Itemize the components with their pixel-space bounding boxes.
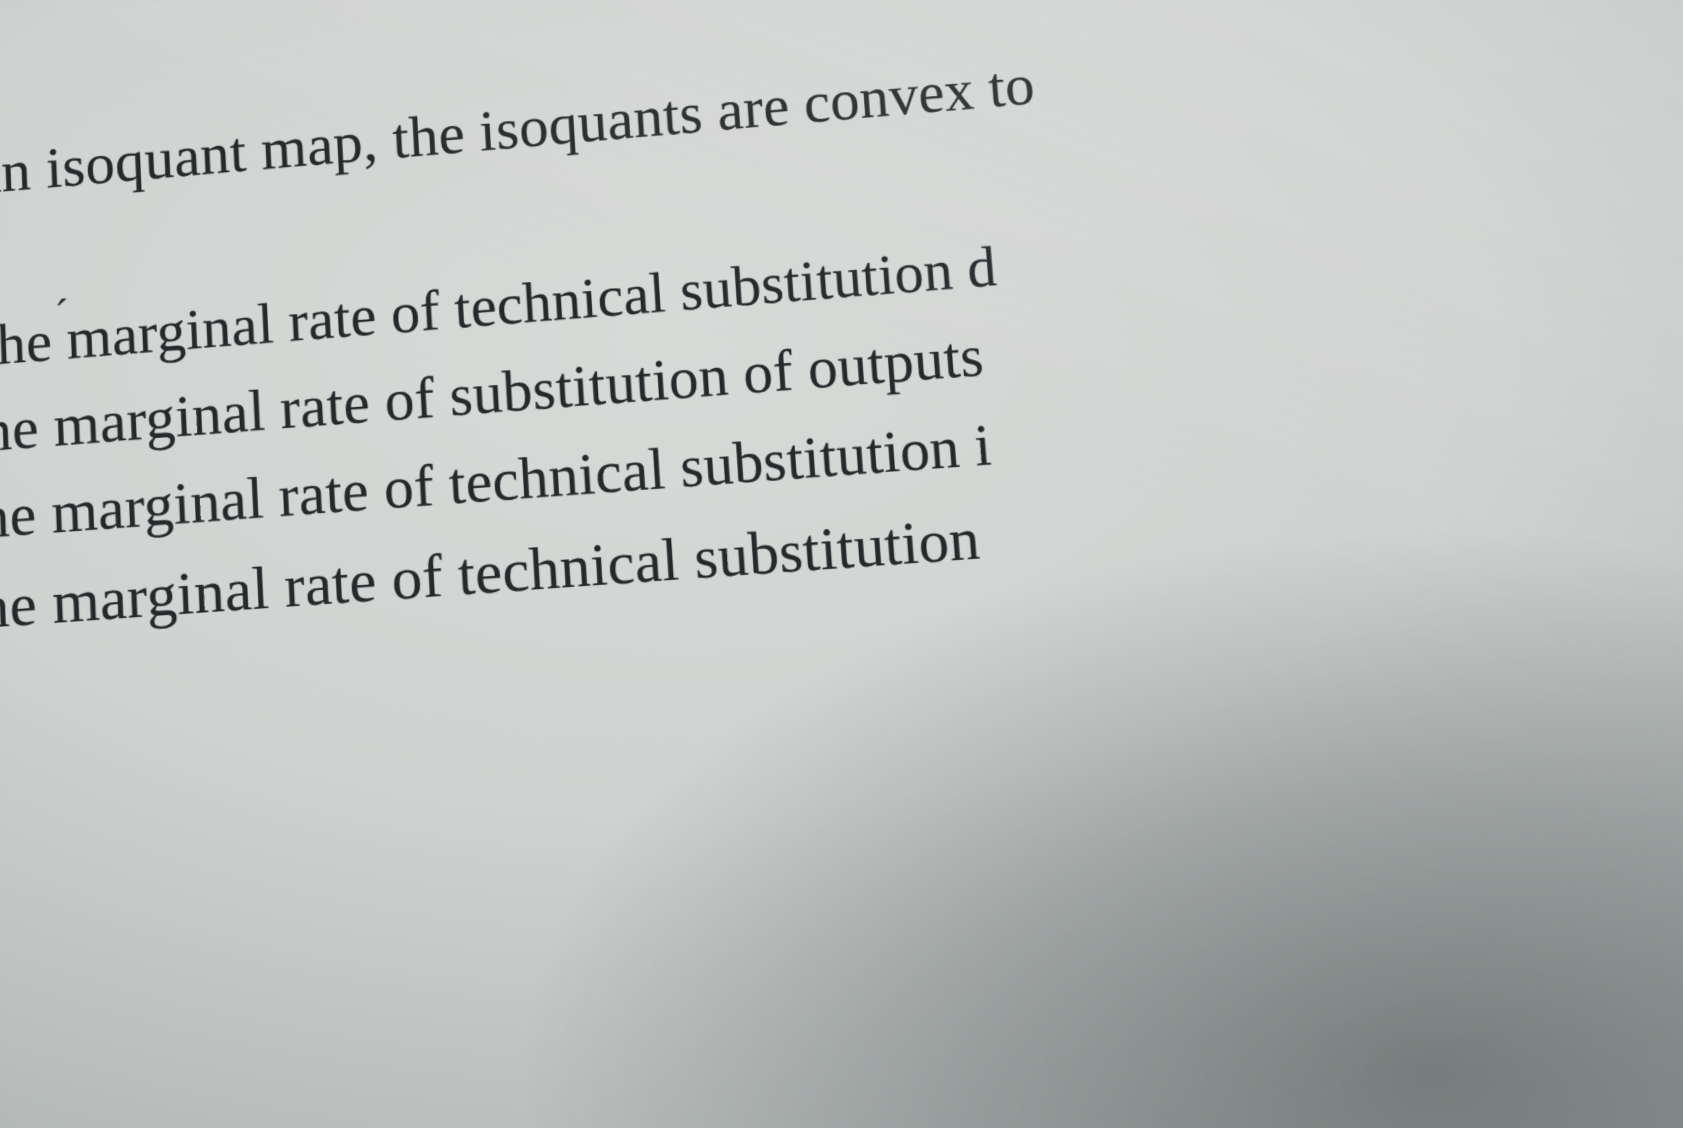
stray-accent-mark: ´ [54,291,70,340]
page-photo: n an isoquant map, the isoquants are con… [0,0,1683,1128]
question-stem: n an isoquant map, the isoquants are con… [0,0,1683,211]
